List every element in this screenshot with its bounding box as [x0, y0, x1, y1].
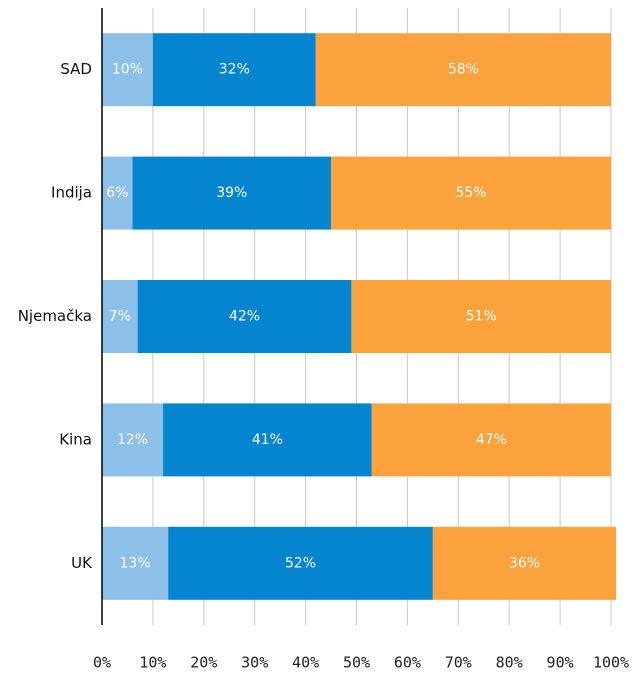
value-label: 39% [216, 185, 247, 201]
bar-segment [351, 280, 611, 353]
bar-segment [132, 156, 332, 230]
bar-segment [137, 280, 352, 353]
value-label: 36% [509, 555, 540, 571]
bar-segment [432, 526, 617, 600]
bar-segment [315, 33, 611, 107]
x-tick-label: 20% [190, 654, 217, 672]
bar-segment [168, 526, 433, 600]
category-label: Njemačka [18, 307, 92, 325]
category-label: Kina [59, 430, 92, 448]
bar-segment [371, 403, 611, 477]
x-tick-label: 50% [343, 654, 370, 672]
value-label: 7% [109, 309, 131, 325]
x-tick-label: 100% [593, 654, 629, 672]
value-label: 12% [117, 432, 148, 448]
bar-segment [102, 156, 133, 230]
x-tick-label: 80% [496, 654, 523, 672]
x-tick-label: 60% [394, 654, 421, 672]
x-tick-label: 30% [241, 654, 268, 672]
value-label: 42% [229, 309, 260, 325]
value-label: 58% [448, 62, 479, 78]
value-label: 41% [252, 432, 283, 448]
value-label: 10% [112, 62, 143, 78]
value-label: 51% [466, 309, 497, 325]
bar-segment [102, 33, 153, 107]
bar-segment [152, 33, 316, 107]
category-label: Indija [51, 184, 92, 202]
value-label: 52% [285, 555, 316, 571]
x-tick-label: 0% [93, 654, 111, 672]
value-label: 13% [120, 555, 151, 571]
value-label: 32% [219, 62, 250, 78]
bar-segment [102, 403, 164, 477]
bar-segment [163, 403, 372, 477]
x-tick-label: 10% [139, 654, 166, 672]
value-label: 47% [476, 432, 507, 448]
category-label: SAD [60, 60, 92, 78]
value-label: 6% [106, 185, 128, 201]
x-tick-label: 70% [445, 654, 472, 672]
bar-segment [102, 280, 138, 353]
x-tick-label: 40% [292, 654, 319, 672]
bar-segment [102, 526, 169, 600]
value-label: 55% [455, 185, 486, 201]
category-label: UK [71, 554, 93, 572]
x-tick-label: 90% [547, 654, 574, 672]
bar-segment [331, 156, 611, 230]
